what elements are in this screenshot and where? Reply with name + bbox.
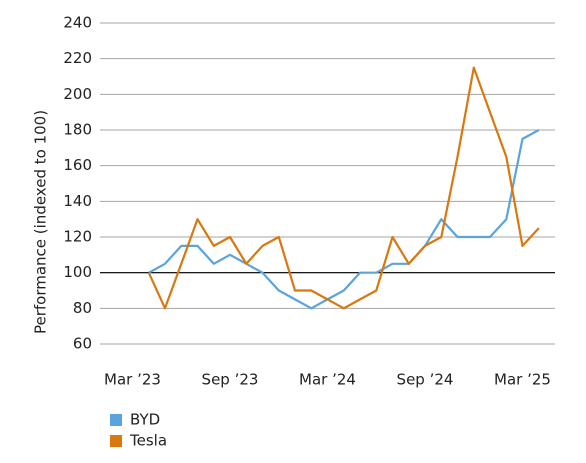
y-tick-label: 140 [63, 192, 92, 210]
y-tick-label: 160 [63, 156, 92, 174]
y-tick-label: 60 [73, 335, 92, 353]
series-line [148, 129, 540, 310]
y-tick-label: 80 [73, 299, 92, 317]
y-tick-label: 200 [63, 85, 92, 103]
x-tick-label: Mar ’25 [494, 371, 551, 389]
series-line [147, 66, 540, 310]
x-tick-label: Mar ’23 [104, 371, 161, 389]
legend-swatch [110, 435, 122, 447]
x-tick-label: Mar ’24 [299, 371, 356, 389]
x-tick-label: Sep ’23 [202, 371, 259, 389]
y-axis-label: Performance (indexed to 100) [32, 110, 50, 334]
y-tick-label: 180 [63, 121, 92, 139]
x-tick-label: Sep ’24 [397, 371, 454, 389]
y-tick-label: 100 [63, 263, 92, 281]
legend-swatch [110, 414, 122, 426]
legend-label: Tesla [129, 432, 167, 450]
y-tick-label: 240 [63, 14, 92, 32]
y-tick-label: 220 [63, 49, 92, 67]
legend-label: BYD [130, 411, 160, 429]
y-tick-label: 120 [63, 228, 92, 246]
